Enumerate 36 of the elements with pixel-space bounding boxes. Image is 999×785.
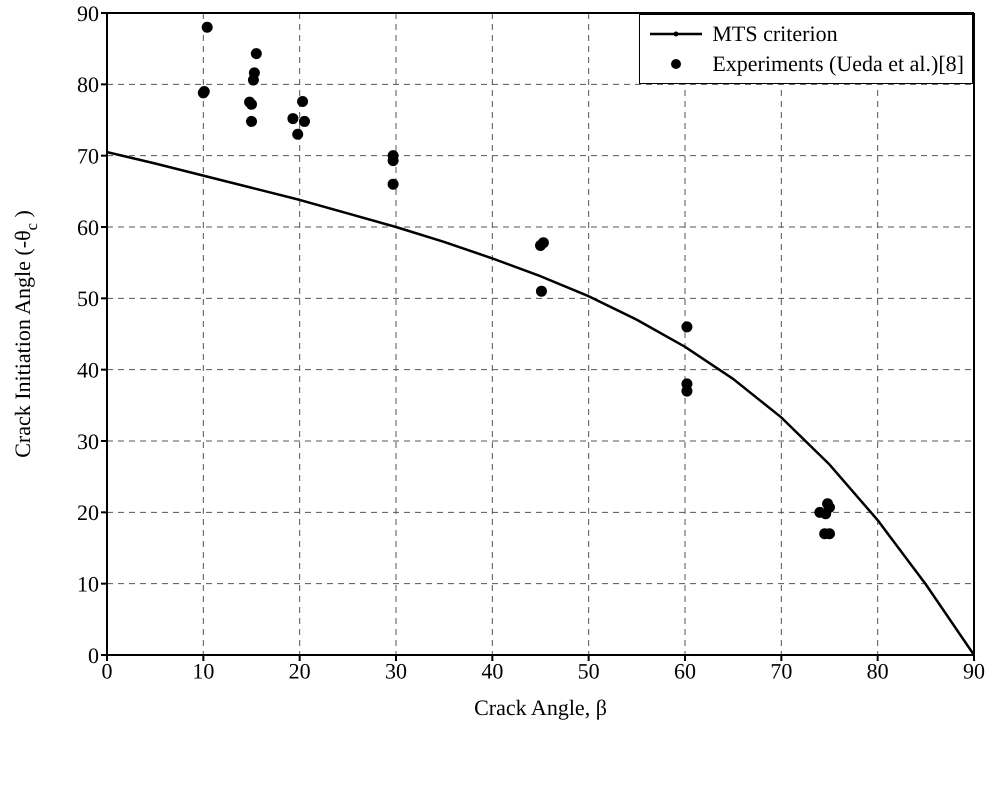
point bbox=[202, 22, 213, 33]
y-tick-label: 30 bbox=[77, 428, 99, 454]
y-tick-label: 10 bbox=[77, 571, 99, 596]
point bbox=[681, 386, 692, 397]
y-tick-label: 90 bbox=[77, 0, 99, 26]
x-tick-label: 20 bbox=[288, 658, 311, 684]
point bbox=[298, 116, 310, 127]
point bbox=[681, 321, 692, 332]
x-tick-label: 60 bbox=[674, 658, 696, 684]
point bbox=[388, 178, 399, 190]
point bbox=[287, 113, 298, 124]
y-tick-label: 60 bbox=[77, 214, 99, 240]
x-tick-label: 70 bbox=[770, 658, 792, 684]
point bbox=[248, 67, 260, 78]
point bbox=[246, 116, 257, 127]
x-tick-label: 40 bbox=[481, 658, 504, 684]
x-tick-label: 80 bbox=[866, 658, 889, 684]
point bbox=[250, 48, 262, 60]
x-tick-label: 10 bbox=[192, 658, 214, 684]
point bbox=[536, 286, 547, 297]
point bbox=[824, 502, 835, 513]
x-tick-label: 30 bbox=[385, 658, 407, 684]
x-tick-label: 90 bbox=[963, 658, 985, 684]
y-tick-label: 40 bbox=[77, 357, 99, 382]
point bbox=[292, 128, 304, 140]
y-tick-label: 50 bbox=[77, 286, 99, 312]
legend-label: Experiments (Ueda et al.)[8] bbox=[712, 51, 964, 77]
x-tick-label: 50 bbox=[578, 658, 600, 684]
y-tick-label: 20 bbox=[77, 500, 99, 526]
y-tick-label: 80 bbox=[77, 72, 99, 98]
x-axis-title: Crack Angle, β bbox=[474, 695, 607, 720]
point bbox=[297, 96, 308, 107]
y-tick-label: 0 bbox=[88, 642, 99, 668]
legend-label: MTS criterion bbox=[712, 21, 838, 47]
y-tick-label: 70 bbox=[77, 143, 99, 168]
point bbox=[538, 237, 549, 248]
